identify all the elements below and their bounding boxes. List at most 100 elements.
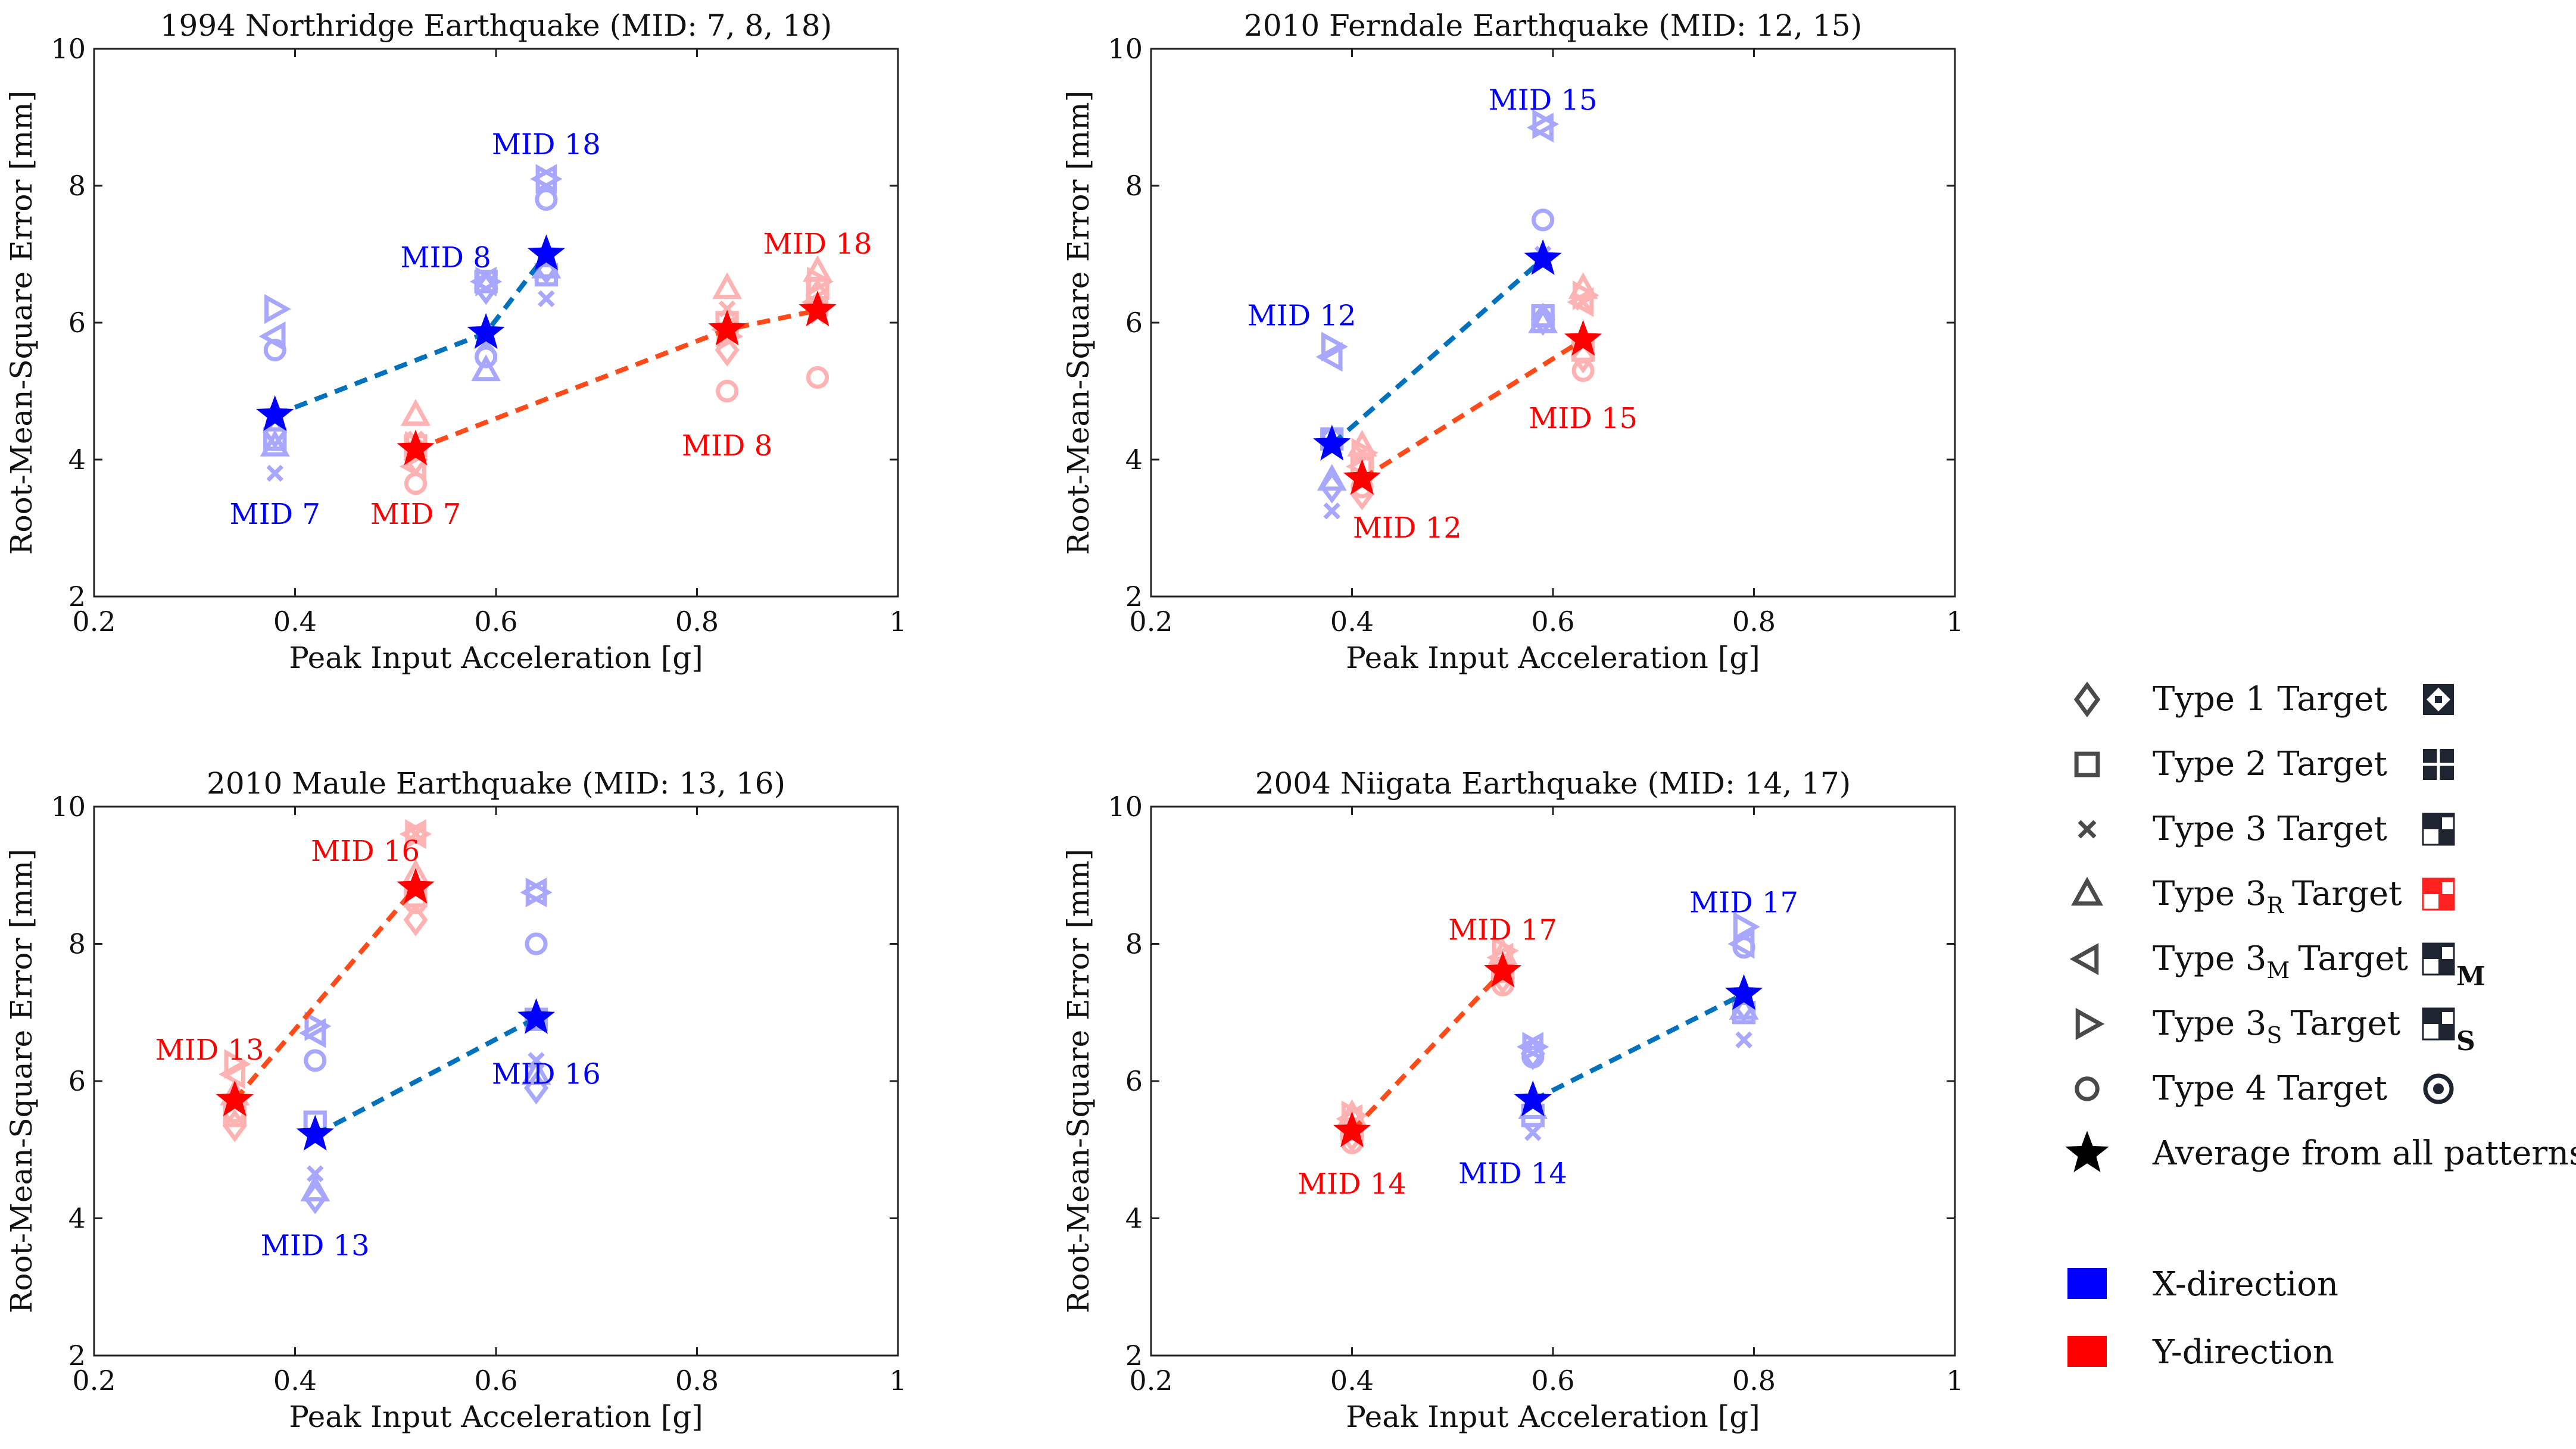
data-point	[1733, 911, 1760, 942]
data-point	[535, 164, 563, 194]
pattern-cell	[2438, 829, 2454, 845]
x-marker	[1323, 502, 1341, 520]
data-point	[300, 1175, 330, 1202]
mid-label: MID 17	[1448, 913, 1557, 947]
legend-label: Type 3M Target	[2153, 939, 2408, 983]
triangle-right-marker	[264, 294, 291, 324]
x-axis-label: Peak Input Acceleration [g]	[1346, 641, 1760, 675]
pattern-cell	[2423, 1024, 2438, 1039]
triangle-up-marker	[712, 272, 743, 299]
circle-marker	[1571, 359, 1595, 382]
data-point	[1572, 280, 1599, 310]
legend-label-subscript: M	[2266, 957, 2290, 983]
average-point	[1725, 974, 1763, 1010]
triangle-right-marker	[2075, 1008, 2105, 1040]
x-tick-label: 0.2	[1129, 605, 1172, 638]
x-marker	[266, 464, 284, 482]
star-marker	[527, 234, 565, 270]
x-tick-label: 0.6	[474, 605, 517, 638]
y-tick-label: 4	[68, 1203, 86, 1235]
x-tick-label: 1	[889, 1364, 906, 1397]
data-point	[1524, 1124, 1542, 1141]
pattern-center	[2435, 696, 2442, 703]
triangle-right-marker	[224, 1049, 251, 1079]
pattern-cell	[2438, 894, 2454, 910]
y-tick-label: 6	[68, 1065, 86, 1097]
circle-marker	[1732, 936, 1755, 959]
pattern-cell	[2423, 894, 2438, 910]
average-point	[1564, 320, 1602, 356]
legend-label-main: Average from all patterns	[2152, 1134, 2576, 1173]
x-tick-label: 0.2	[72, 605, 116, 638]
average-point	[397, 429, 435, 466]
y-tick-label: 6	[1125, 1065, 1143, 1097]
mid-label: MID 7	[370, 498, 461, 531]
series-line-y	[233, 886, 418, 1102]
legend-label-suffix: Target	[2290, 1004, 2400, 1043]
direction-swatch	[2067, 1268, 2107, 1299]
data-point	[475, 267, 503, 296]
data-point	[404, 472, 428, 495]
x-tick-label: 0.4	[273, 605, 317, 638]
pattern-cell	[2423, 959, 2438, 975]
data-point	[1532, 109, 1560, 139]
chart-panel-4: 0.2 0.4 0.6 0.8 1 2 4 6 8 10 2004 Niigata Earthqua…	[1061, 766, 1964, 1434]
y-tick-label: 2	[1125, 1339, 1143, 1372]
mid-label: MID 12	[1248, 299, 1356, 333]
legend-direction: X-direction	[2067, 1265, 2338, 1304]
average-point	[1514, 1080, 1552, 1117]
diamond-marker	[222, 1109, 247, 1142]
triangle-up-marker	[401, 399, 431, 426]
x-marker	[306, 1165, 324, 1182]
data-point	[1528, 306, 1558, 333]
average-point	[397, 867, 435, 904]
pattern-letter: S	[2456, 1026, 2475, 1057]
square-marker	[1531, 304, 1555, 328]
triangle-left-marker	[1315, 342, 1343, 372]
pattern-cell	[2423, 1008, 2438, 1024]
triangle-left-marker	[2069, 943, 2099, 975]
pattern-cell	[2423, 814, 2438, 829]
x-axis-label: Peak Input Acceleration [g]	[289, 641, 703, 675]
legend-item: Type 3M Target M	[2069, 939, 2485, 992]
data-point	[401, 399, 431, 426]
triangle-up-marker	[521, 1058, 551, 1085]
circle-marker	[475, 345, 498, 369]
star-marker	[397, 867, 435, 904]
legend-label: Type 3 Target	[2153, 810, 2387, 848]
x-marker	[538, 290, 555, 308]
x-marker	[2078, 820, 2097, 839]
data-point	[538, 290, 555, 308]
circle-marker	[716, 379, 739, 403]
chart-panel-2: 0.2 0.4 0.6 0.8 1 2 4 6 8 10 2010 Ferndale Earthqu…	[1061, 8, 1964, 675]
mid-label: MID 18	[492, 128, 601, 161]
data-point	[224, 1049, 251, 1079]
pattern-dot	[2433, 1083, 2444, 1094]
average-point	[1313, 424, 1351, 461]
series-line-x	[1532, 992, 1745, 1103]
data-point	[263, 427, 287, 451]
average-point	[1484, 951, 1522, 988]
square-marker	[263, 427, 287, 451]
x-tick-label: 0.8	[675, 1364, 719, 1397]
chart-title: 1994 Northridge Earthquake (MID: 7, 8, 1…	[160, 8, 832, 43]
y-tick-label: 10	[51, 791, 86, 823]
average-point	[1343, 459, 1381, 495]
circle-marker	[263, 338, 286, 362]
triangle-right-marker	[1351, 438, 1379, 468]
data-point	[1321, 332, 1348, 362]
star-marker	[1564, 320, 1602, 356]
data-point	[405, 819, 432, 850]
legend-label-subscript: S	[2266, 1022, 2282, 1048]
data-point	[1532, 208, 1555, 232]
pattern-grid	[2423, 749, 2454, 780]
triangle-left-marker	[1567, 287, 1594, 317]
star-marker	[467, 313, 505, 349]
pattern-cell	[2423, 944, 2438, 959]
data-point	[266, 464, 284, 482]
data-point	[525, 877, 553, 908]
pattern-letter: M	[2456, 961, 2485, 992]
pattern-border	[2422, 813, 2455, 846]
legend-direction: Y-direction	[2067, 1333, 2334, 1372]
average-point	[296, 1114, 334, 1151]
